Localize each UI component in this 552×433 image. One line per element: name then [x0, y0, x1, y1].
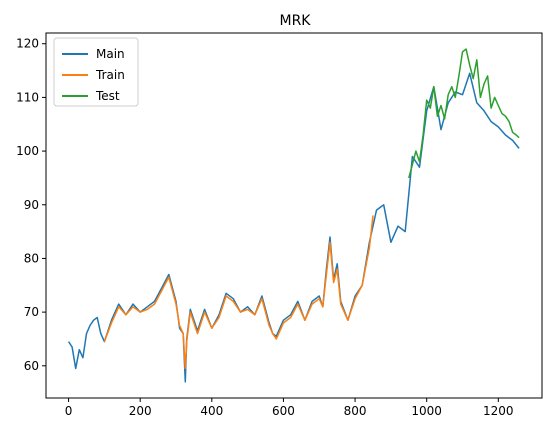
- series-layer: [67, 48, 520, 383]
- y-tick-label: 100: [16, 144, 39, 158]
- x-tick-label: 400: [200, 404, 223, 418]
- legend-label-train: Train: [95, 68, 125, 82]
- legend-label-test: Test: [95, 89, 120, 103]
- y-tick-label: 110: [16, 90, 39, 104]
- y-tick-label: 80: [24, 251, 39, 265]
- axis-layer: 0 200 400 600 800 1000 1200 60 70 80 90 100 110 120: [16, 37, 513, 418]
- legend: Main Train Test: [53, 37, 139, 107]
- x-tick-label: 800: [344, 404, 367, 418]
- y-tick-label: 90: [24, 198, 39, 212]
- y-tick-label: 120: [16, 37, 39, 51]
- plot-area-frame: [45, 32, 543, 399]
- y-tick-label: 70: [24, 305, 39, 319]
- x-tick-label: 600: [272, 404, 295, 418]
- legend-label-main: Main: [96, 47, 125, 61]
- y-tick-label: 60: [24, 359, 39, 373]
- chart-title: MRK: [280, 13, 312, 29]
- x-tick-label: 0: [65, 404, 73, 418]
- x-tick-label: 1000: [411, 404, 442, 418]
- series-line-test: [408, 48, 520, 179]
- x-tick-label: 1200: [483, 404, 514, 418]
- series-line-train: [103, 215, 374, 370]
- x-tick-label: 200: [129, 404, 152, 418]
